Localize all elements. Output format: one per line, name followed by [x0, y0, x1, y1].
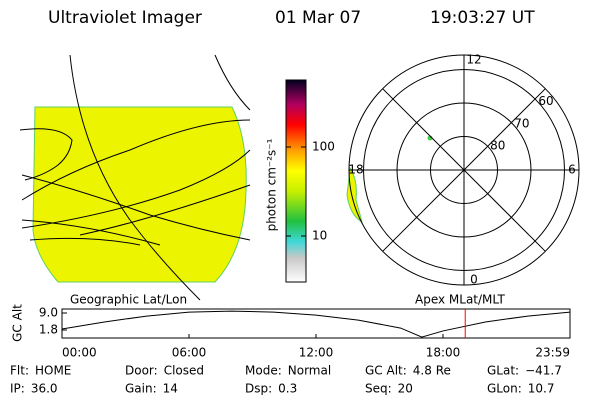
map-label: Geographic Lat/Lon	[70, 293, 187, 307]
mlt-label: 18	[348, 163, 363, 177]
mlt-spoke	[382, 88, 465, 171]
info-label: GLon:	[487, 382, 522, 396]
info-label: Dsp:	[245, 382, 272, 396]
polar-label: Apex MLat/MLT	[415, 293, 505, 307]
mlt-spoke	[463, 169, 546, 252]
info-value: 4.8 Re	[413, 364, 451, 378]
lat-ring-label: 70	[514, 116, 529, 130]
info-label: IP:	[10, 382, 25, 396]
info-value: 14	[163, 382, 178, 396]
info-value: HOME	[35, 364, 71, 378]
y-axis-label: GC Alt	[11, 304, 25, 342]
x-tick-label: 23:59	[535, 346, 570, 360]
colorbar	[285, 79, 307, 283]
time: 19:03:27 UT	[430, 8, 535, 28]
info-value: 36.0	[31, 382, 58, 396]
y-tick-label: 1.8	[39, 322, 58, 336]
info-value: Normal	[288, 364, 331, 378]
info-label: Gain:	[125, 382, 157, 396]
info-label: Flt:	[10, 364, 29, 378]
mlt-label: 6	[568, 163, 576, 177]
info-label: Seq:	[365, 382, 392, 396]
info-value: Closed	[164, 364, 204, 378]
info-label: GC Alt:	[365, 364, 407, 378]
altitude-line	[61, 310, 571, 338]
colorbar-label: photon cm⁻²s⁻¹	[265, 138, 279, 231]
lat-ring-label: 80	[490, 138, 505, 152]
info-value: 20	[398, 382, 413, 396]
mlt-label: 12	[466, 52, 481, 66]
mlt-label: 0	[470, 273, 478, 287]
info-label: Door:	[125, 364, 158, 378]
info-value: −41.7	[525, 364, 562, 378]
info-label: GLat:	[487, 364, 519, 378]
x-tick-label: 00:00	[62, 346, 97, 360]
title: Ultraviolet Imager	[48, 8, 202, 28]
mlt-spoke	[382, 169, 465, 252]
x-tick-label: 06:00	[172, 346, 207, 360]
info-value: 10.7	[528, 382, 555, 396]
info-label: Mode:	[245, 364, 282, 378]
date: 01 Mar 07	[275, 8, 361, 28]
polar-plot	[346, 54, 580, 286]
colorbar-tick-label: 10	[312, 229, 327, 243]
colorbar-tick-label: 100	[312, 140, 335, 154]
y-tick-label: 9.0	[39, 306, 58, 320]
info-value: 0.3	[278, 382, 297, 396]
mlt-spoke	[463, 88, 546, 171]
x-tick-label: 18:00	[426, 346, 461, 360]
geo-image	[19, 54, 251, 301]
lat-ring-label: 60	[538, 94, 553, 108]
x-tick-label: 12:00	[299, 346, 334, 360]
plot-frame	[61, 308, 571, 339]
